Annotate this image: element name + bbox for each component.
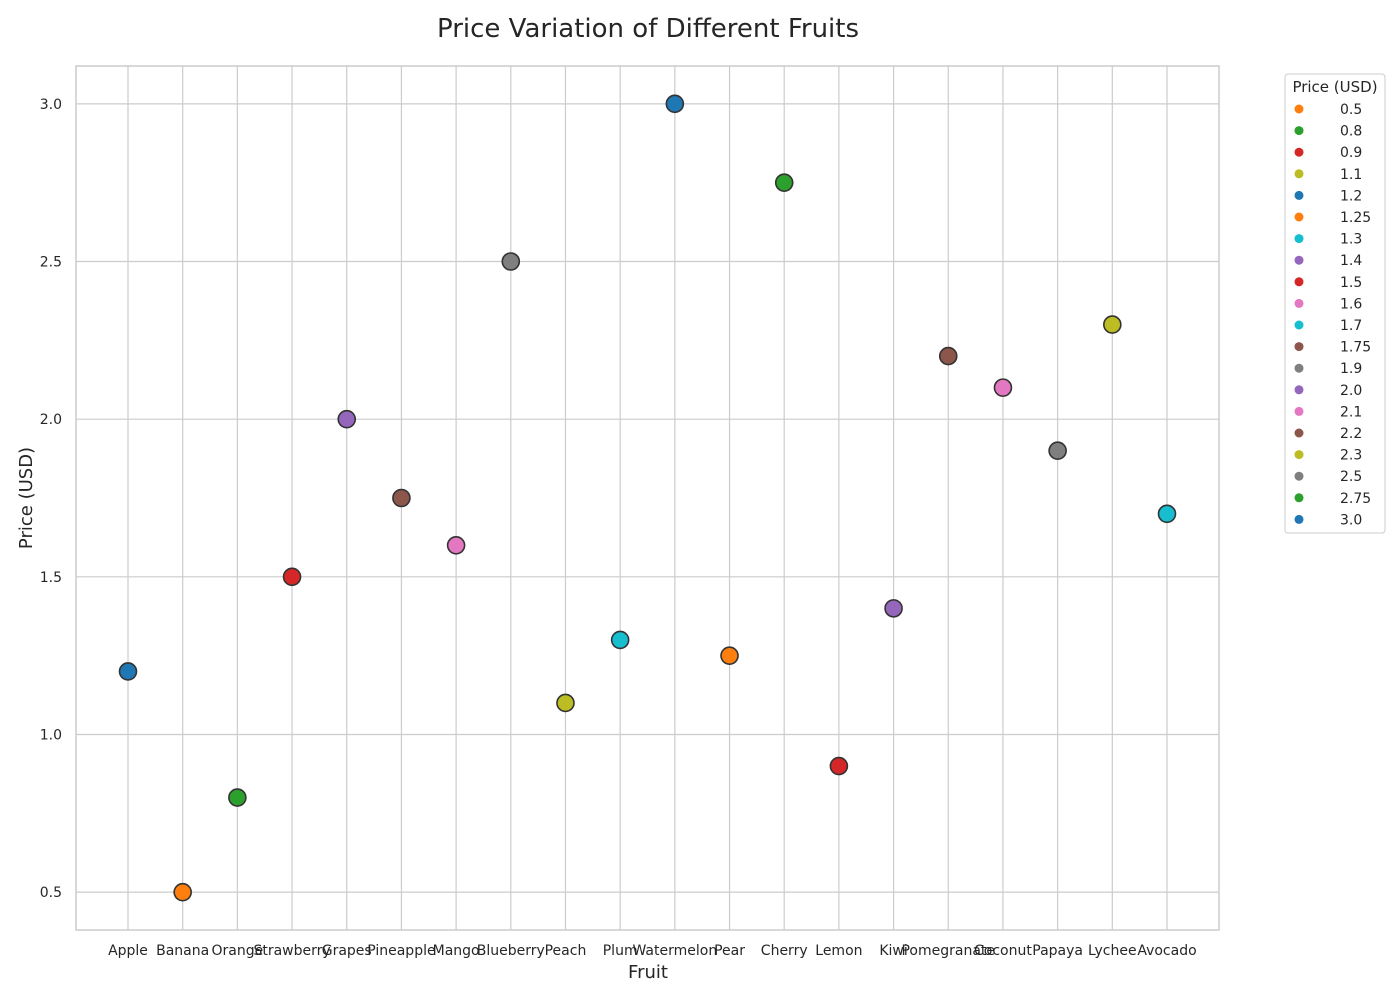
legend-marker bbox=[1294, 385, 1304, 395]
x-tick-label: Pineapple bbox=[367, 943, 435, 959]
legend-marker bbox=[1294, 169, 1304, 179]
y-tick-label: 2.5 bbox=[40, 255, 62, 271]
legend-marker bbox=[1294, 147, 1304, 157]
legend-marker bbox=[1294, 255, 1304, 265]
legend-label: 1.2 bbox=[1340, 188, 1362, 204]
data-point-lemon bbox=[829, 756, 849, 776]
data-point-peach bbox=[556, 693, 575, 713]
x-tick-label: Blueberry bbox=[477, 943, 545, 959]
legend-marker bbox=[1294, 493, 1304, 503]
x-tick-label: Pear bbox=[714, 943, 745, 959]
y-tick-label: 2.0 bbox=[40, 412, 62, 428]
legend-label: 3.0 bbox=[1340, 512, 1362, 528]
legend-label: 2.3 bbox=[1340, 448, 1362, 464]
legend-label: 1.75 bbox=[1340, 340, 1371, 356]
legend-label: 2.5 bbox=[1340, 469, 1362, 485]
x-tick-label: Watermelon bbox=[632, 943, 717, 959]
legend-label: 2.2 bbox=[1340, 426, 1362, 442]
legend-label: 2.1 bbox=[1340, 404, 1362, 420]
legend-label: 2.0 bbox=[1340, 383, 1362, 399]
plot-frame bbox=[75, 65, 1220, 931]
data-point-watermelon bbox=[665, 94, 685, 114]
legend-title: Price (USD) bbox=[1292, 78, 1377, 96]
legend-box bbox=[1284, 73, 1386, 534]
data-point-mango bbox=[446, 535, 466, 555]
legend-label: 1.5 bbox=[1340, 275, 1362, 291]
x-tick-label: Cherry bbox=[761, 943, 808, 959]
x-tick-labels: Apple Banana OrangeStrawberryGrapesPineapp… bbox=[108, 943, 1197, 959]
legend-marker bbox=[1294, 342, 1304, 352]
legend-label: 2.75 bbox=[1340, 491, 1371, 507]
legend-marker bbox=[1294, 363, 1304, 373]
legend-label: 1.4 bbox=[1340, 253, 1362, 269]
legend-marker bbox=[1294, 471, 1304, 481]
x-tick-label: Coconut bbox=[974, 943, 1032, 959]
data-point-banana bbox=[173, 882, 192, 902]
legend-marker bbox=[1294, 514, 1304, 524]
data-point-pear bbox=[720, 646, 739, 665]
legend-label: 1.3 bbox=[1340, 232, 1362, 248]
legend-marker bbox=[1294, 234, 1304, 244]
legend-label: 1.6 bbox=[1340, 296, 1362, 312]
legend-label: 0.8 bbox=[1340, 124, 1362, 140]
x-tick-label: Grapes bbox=[322, 943, 372, 959]
legend-marker bbox=[1294, 320, 1304, 330]
legend-label: 0.9 bbox=[1340, 145, 1362, 161]
data-point-plum bbox=[610, 630, 630, 650]
y-tick-label: 3.0 bbox=[40, 97, 62, 113]
data-point-grapes bbox=[337, 409, 357, 429]
x-tick-label: Mango bbox=[433, 943, 480, 959]
data-point-orange bbox=[228, 788, 247, 807]
legend-marker bbox=[1294, 190, 1304, 200]
legend-label: 1.9 bbox=[1340, 361, 1362, 377]
x-tick-label: Lychee bbox=[1088, 943, 1137, 959]
data-point-apple bbox=[118, 662, 138, 681]
legend-marker bbox=[1294, 450, 1304, 460]
legend-marker bbox=[1294, 277, 1304, 287]
data-point-kiwi bbox=[884, 599, 903, 618]
x-tick-label: Avocado bbox=[1137, 943, 1196, 959]
x-tick-label: Strawberry bbox=[253, 943, 330, 959]
x-tick-label: Orange bbox=[212, 943, 264, 959]
legend-marker bbox=[1294, 126, 1304, 136]
x-tick-label: Lemon bbox=[815, 943, 862, 959]
y-tick-label: 1.5 bbox=[40, 570, 62, 586]
data-point-cherry bbox=[774, 173, 794, 192]
x-tick-label: Pomegranate bbox=[901, 943, 995, 959]
legend-marker bbox=[1294, 212, 1304, 222]
data-point-papaya bbox=[1048, 441, 1067, 461]
data-point-blueberry bbox=[501, 252, 521, 271]
legend: Price (USD) 0.5 0.8 0.9 1.1 1.2 1.25 1.3 1.4 1.5… bbox=[1284, 73, 1386, 534]
data-point-pineapple bbox=[392, 488, 411, 508]
legend-label: 0.5 bbox=[1340, 102, 1362, 118]
x-tick-label: Apple bbox=[108, 943, 148, 959]
legend-marker bbox=[1294, 104, 1304, 114]
legend-label: 1.25 bbox=[1340, 210, 1371, 226]
legend-marker bbox=[1294, 406, 1304, 416]
data-point-coconut bbox=[993, 378, 1013, 397]
y-tick-label: 0.5 bbox=[40, 885, 62, 901]
legend-label: 1.1 bbox=[1340, 167, 1362, 183]
data-point-avocado bbox=[1157, 504, 1177, 524]
x-tick-label: Kiwi bbox=[879, 943, 907, 959]
points-layer bbox=[118, 94, 1177, 902]
y-tick-labels: 0.5 1.0 1.5 2.0 2.5 3.0 bbox=[40, 97, 62, 901]
x-tick-label: Papaya bbox=[1032, 943, 1083, 959]
chart-title: Price Variation of Different Fruits bbox=[437, 14, 859, 44]
data-point-lychee bbox=[1103, 315, 1122, 334]
y-axis-label: Price (USD) bbox=[16, 447, 37, 549]
legend-items: 0.5 0.8 0.9 1.1 1.2 1.25 1.3 1.4 1.5 1.6 1.7 1.75 1.… bbox=[1294, 102, 1371, 528]
data-point-pomegranate bbox=[938, 346, 958, 366]
x-tick-label: Banana bbox=[156, 943, 209, 959]
legend-marker bbox=[1294, 298, 1304, 308]
x-tick-label: Plum bbox=[603, 943, 638, 959]
data-point-strawberry bbox=[282, 567, 302, 587]
grid-layer bbox=[76, 66, 1219, 930]
x-tick-label: Peach bbox=[545, 943, 587, 959]
legend-label: 1.7 bbox=[1340, 318, 1362, 334]
legend-marker bbox=[1294, 428, 1304, 438]
x-axis-label: Fruit bbox=[628, 962, 668, 983]
y-tick-label: 1.0 bbox=[40, 727, 62, 743]
